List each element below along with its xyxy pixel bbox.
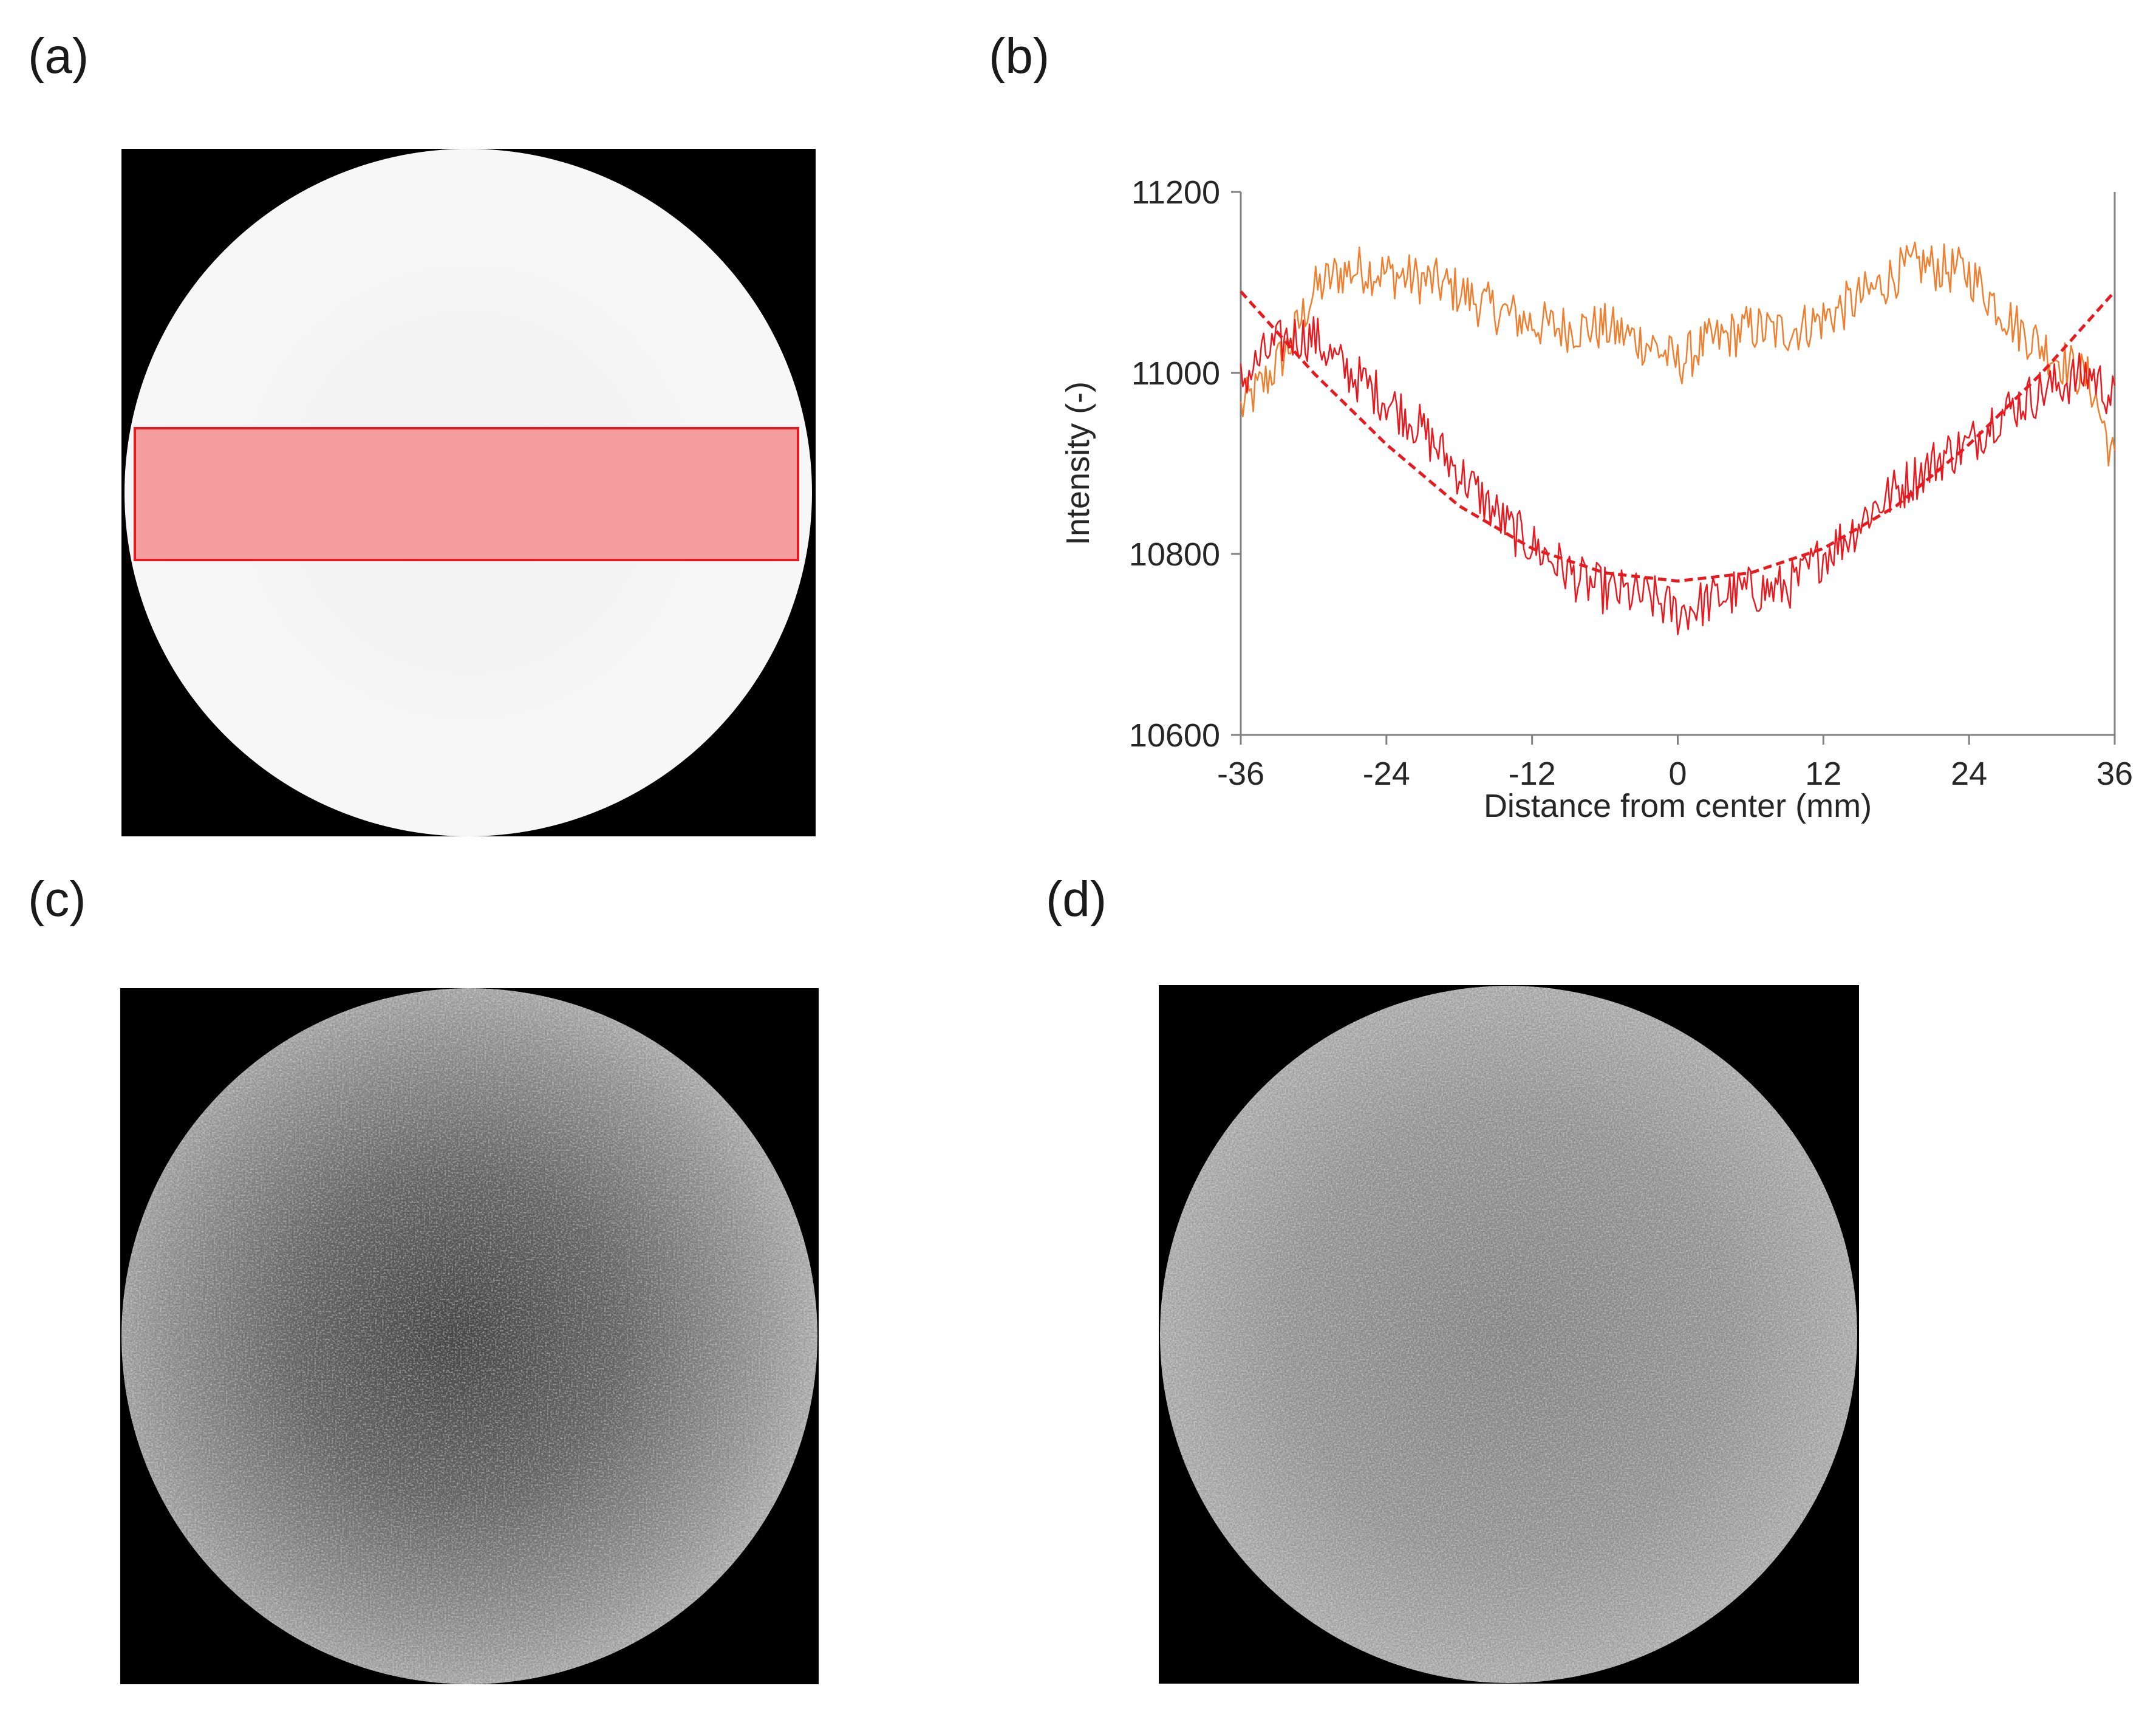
series-line-orange-profile [1240,241,2116,467]
panel-d-svg [1160,986,1857,1683]
x-tick-label: 24 [1951,756,1987,792]
panel-a-svg [125,149,812,836]
x-tick-label: -36 [1217,756,1264,792]
series-line-red-profile [1240,316,2116,635]
y-tick-label: 11200 [1131,174,1220,211]
intensity-profile-chart: 10600 10800 11000 11200 -36 -24 -12 0 12 24 36 Dis… [1060,174,2133,824]
noisy-disk-d [1160,986,1857,1683]
plot-area: 10600 10800 11000 11200 -36 -24 -12 0 12 24 36 [1129,174,2133,792]
panel-d-image [1159,985,1859,1684]
panel-c-image [120,988,819,1684]
panel-c-svg [121,988,817,1684]
panel-label-a: (a) [28,29,89,84]
x-tick-label: -12 [1509,756,1556,792]
ticks: 10600 10800 11000 11200 -36 -24 -12 0 12 24 36 [1129,174,2133,792]
y-tick-label: 10800 [1129,536,1220,573]
x-tick-label: 0 [1668,756,1687,792]
panel-a-image [121,149,816,836]
panel-label-d: (d) [1046,872,1107,927]
x-axis-label: Distance from center (mm) [1484,788,1872,824]
x-tick-label: 36 [2096,756,2133,792]
noisy-disk-c [121,988,817,1684]
y-tick-label: 11000 [1131,355,1220,392]
series-layer [1240,241,2116,635]
y-axis-label: Intensity (-) [1060,381,1096,545]
x-tick-label: -24 [1363,756,1410,792]
roi-rectangle [134,427,799,561]
panel-label-c: (c) [28,872,86,927]
series-line-parabolic-fit [1240,290,2116,583]
x-tick-label: 12 [1805,756,1841,792]
y-tick-label: 10600 [1129,717,1220,754]
panel-label-b: (b) [989,29,1050,84]
